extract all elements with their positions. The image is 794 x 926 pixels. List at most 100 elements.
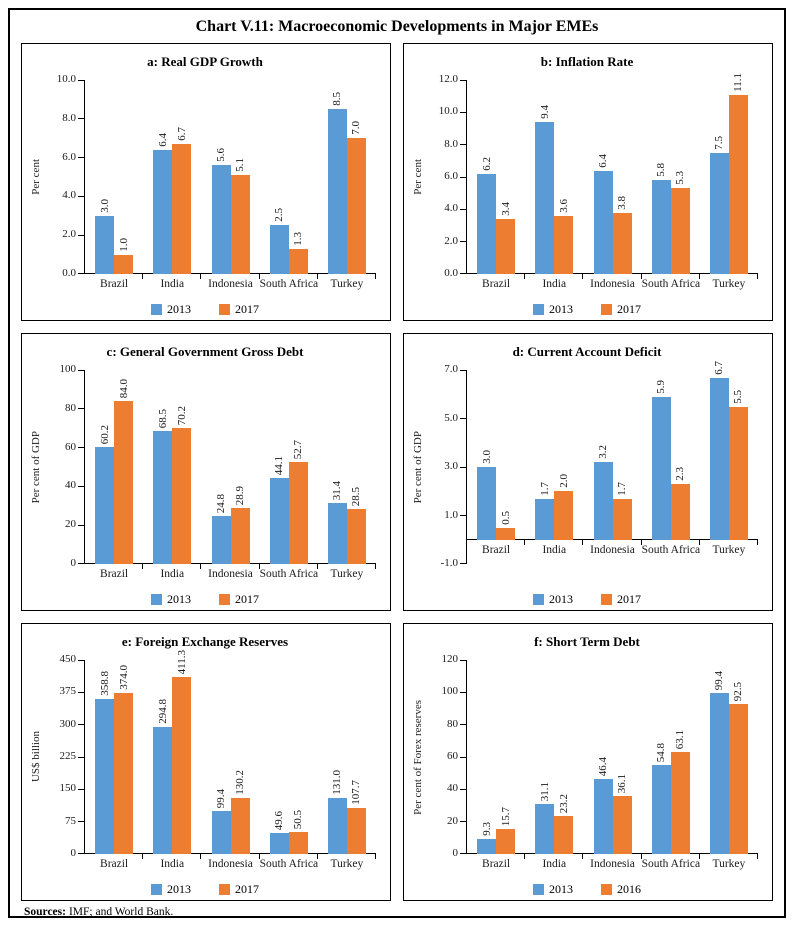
plot-wrap: 0 75 150 225 300 375 450 358.8 374.0 Brazil 294.8 4… — [60, 650, 376, 878]
legend-year-label: 2017 — [235, 592, 259, 606]
y-tick-label: 60 — [447, 750, 458, 762]
bar-value-label: 5.3 — [671, 171, 690, 185]
bar-value-text: 5.9 — [655, 380, 668, 394]
bar-2013-south-africa — [269, 225, 289, 274]
bar-2017-indonesia — [612, 499, 632, 540]
bar-value-text: 3.8 — [616, 196, 628, 210]
bar-value-text: 6.2 — [480, 157, 493, 171]
bar-value-label: 49.6 — [270, 811, 289, 830]
x-category-label-south-africa: South Africa — [259, 278, 319, 290]
legend-item-2017: 2017 — [219, 592, 259, 607]
y-tick-label: 20 — [65, 518, 76, 531]
x-category-label-indonesia: Indonesia — [590, 544, 635, 556]
bar-value-label: 3.2 — [594, 445, 613, 459]
bar-value-label: 99.4 — [710, 671, 729, 690]
bar-2013-india — [153, 431, 173, 564]
bar-2016-brazil — [496, 829, 516, 854]
bar-value-label: 54.8 — [652, 743, 671, 762]
plot-wrap: -1.0 1.0 3.0 5.0 7.0 3.0 0.5 Brazil 1.7 2.0 India 3… — [441, 361, 758, 588]
x-boundary-tick — [524, 540, 526, 545]
bar-value-text: 63.1 — [674, 729, 687, 749]
bar-2016-south-africa — [670, 752, 690, 854]
bar-value-text: 8.5 — [331, 92, 344, 106]
y-tick-label: 0 — [70, 847, 77, 859]
sources-note: Sources: IMF; and World Bank. — [24, 906, 773, 918]
y-tick-label: 5.0 — [444, 411, 458, 424]
bar-value-text: 44.1 — [273, 455, 286, 475]
x-boundary-tick — [258, 564, 260, 569]
y-tick-label: 120 — [441, 653, 459, 665]
legend: 2013 2017 — [410, 588, 764, 609]
bar-value-label: 92.5 — [729, 682, 748, 701]
legend-item-2013: 2013 — [533, 592, 573, 607]
legend-item-2017: 2017 — [219, 882, 259, 897]
bar-value-label: 3.0 — [477, 450, 496, 464]
chart-body: Per cent 0.0 2.0 4.0 6.0 8.0 10.0 3.0 1.0 Brazil 6… — [28, 73, 382, 298]
panel-title: f: Short Term Debt — [534, 634, 640, 649]
bar-value-label: 3.8 — [613, 196, 632, 210]
bar-value-text: 11.1 — [732, 73, 745, 92]
x-category-label-indonesia: Indonesia — [208, 568, 253, 580]
bar-value-text: 3.0 — [480, 450, 493, 464]
bar-2013-turkey — [327, 109, 347, 274]
bar-value-text: 7.0 — [350, 121, 363, 135]
bar-value-label: 24.8 — [212, 494, 231, 513]
legend-item-2017: 2017 — [601, 592, 641, 607]
bar-2013-brazil — [477, 839, 497, 854]
y-axis-label-box: Per cent of GDP — [28, 370, 44, 564]
bar-value-text: 9.3 — [480, 822, 493, 836]
y-tick-mark — [460, 111, 467, 113]
panel-e-foreign-exchange-reserves: e: Foreign Exchange Reserves US$ billion 0… — [21, 623, 391, 901]
plot-wrap: 0.0 2.0 4.0 6.0 8.0 10.0 12.0 6.2 3.4 Brazil 9.4 3.… — [439, 73, 758, 298]
legend: 2013 2017 — [28, 588, 382, 609]
y-tick-mark — [78, 369, 85, 371]
legend-swatch-2017 — [219, 304, 230, 315]
legend-item-2013: 2013 — [533, 882, 573, 897]
bar-value-text: 46.4 — [597, 756, 609, 776]
bar-2013-india — [153, 727, 173, 854]
bar-value-label: 7.5 — [710, 136, 729, 150]
bar-value-text: 23.2 — [557, 793, 570, 813]
chart-body: Per cent 0.0 2.0 4.0 6.0 8.0 10.0 12.0 6.2 3.4 Bra… — [410, 73, 764, 298]
y-tick-label: 2.0 — [62, 228, 76, 241]
x-category-label-south-africa: South Africa — [259, 568, 319, 580]
bar-value-text: 5.5 — [732, 390, 745, 404]
x-boundary-tick — [698, 540, 700, 545]
bar-2013-brazil — [95, 216, 115, 274]
x-boundary-tick — [698, 274, 700, 279]
bar-2017-turkey — [728, 407, 748, 540]
y-tick-mark — [78, 724, 85, 726]
bar-value-text: 0.5 — [499, 511, 512, 525]
bar-2013-turkey — [709, 378, 729, 540]
y-tick-label: 4.0 — [444, 202, 458, 215]
bar-2017-indonesia — [230, 798, 250, 854]
bar-value-text: 130.2 — [234, 770, 246, 795]
x-boundary-tick — [200, 564, 202, 569]
legend-swatch-2017 — [601, 594, 612, 605]
bar-2017-indonesia — [612, 213, 632, 274]
bar-value-label: 3.0 — [95, 199, 114, 213]
bar-2017-turkey — [346, 138, 366, 274]
bar-value-label: 2.0 — [554, 474, 573, 488]
bar-value-label: 107.7 — [347, 780, 366, 805]
legend-swatch-2013 — [151, 884, 162, 895]
legend-year-label: 2017 — [617, 592, 641, 606]
y-tick-mark — [460, 756, 467, 758]
bar-2017-brazil — [114, 255, 134, 274]
bar-value-label: 50.5 — [289, 810, 308, 829]
legend-item-2013: 2013 — [151, 592, 191, 607]
bar-value-label: 411.3 — [172, 650, 191, 674]
bar-value-label: 31.4 — [328, 481, 347, 500]
bar-2017-south-africa — [288, 249, 308, 274]
x-category-label-turkey: Turkey — [330, 568, 364, 580]
panel-f-short-term-debt: f: Short Term Debt Per cent of Forex rese… — [403, 623, 773, 901]
bar-value-label: 52.7 — [289, 440, 308, 459]
legend-item-2013: 2013 — [533, 302, 573, 317]
bar-2017-turkey — [346, 509, 366, 564]
bar-value-label: 5.1 — [231, 158, 250, 172]
chart-body: Per cent of GDP -1.0 1.0 3.0 5.0 7.0 3.0 0.5 Bra… — [410, 361, 764, 588]
y-tick-mark — [460, 853, 467, 854]
bar-value-text: 131.0 — [331, 770, 344, 795]
y-tick-label: 8.0 — [444, 137, 458, 150]
x-boundary-tick — [375, 854, 376, 859]
